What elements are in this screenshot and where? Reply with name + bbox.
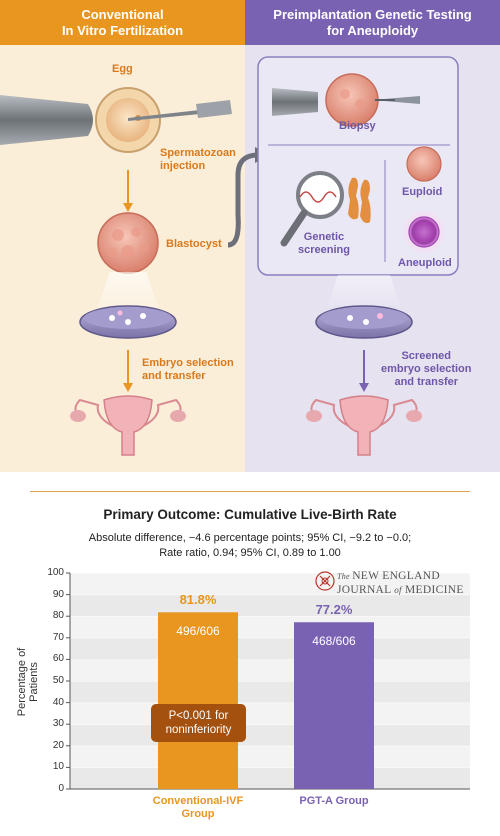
magnifying-glass-icon: [280, 171, 344, 247]
y-tick-label: 70: [52, 631, 64, 643]
chromosome-icon: [348, 177, 371, 224]
pgt-a-title: Preimplantation Genetic Testing for Aneu…: [245, 0, 500, 45]
flow-arrow-icon: [359, 350, 369, 392]
chart-subtitle-line-1: Absolute difference, −4.6 percentage poi…: [88, 532, 412, 544]
flow-arrow-icon: [123, 350, 133, 392]
y-axis-label: Percentage of Patients: [16, 647, 40, 717]
injection-label: Spermatozoan injection: [160, 147, 236, 172]
illustration-drawing: [0, 56, 459, 456]
grid-band: [70, 637, 470, 660]
screened-selection-label: Screened embryo selection and transfer: [381, 350, 472, 388]
conventional-ivf-title: Conventional In Vitro Fertilization: [0, 0, 245, 45]
injection-needle-icon: [128, 100, 232, 121]
pvalue-annotation: P<0.001 for noninferiority: [151, 704, 246, 742]
egg-label: Egg: [112, 63, 133, 75]
bar-fraction-label: 468/606: [312, 634, 356, 649]
embryo-selection-label: Embryo selection and transfer: [142, 357, 234, 382]
chart-subtitle-line-2: Rate ratio, 0.94; 95% CI, 0.89 to 1.00: [159, 547, 341, 559]
bar-value-label: 81.8%: [179, 592, 217, 608]
grid-band: [70, 745, 470, 768]
journal-seal-icon: [315, 571, 335, 591]
blastocyst-label: Blastocyst: [166, 238, 222, 250]
grid-band: [70, 724, 470, 746]
grid-band: [70, 659, 470, 681]
bar-value-label: 77.2%: [315, 602, 353, 618]
petri-dish-icon: [79, 305, 177, 339]
grid-band: [70, 681, 470, 703]
y-tick-label: 0: [58, 783, 64, 794]
uterus-icon: [306, 395, 422, 456]
grid-band: [70, 767, 470, 789]
y-tick-label: 100: [47, 567, 64, 578]
y-tick-label: 60: [52, 653, 64, 665]
genetic-screening-label: Genetic screening: [298, 231, 350, 256]
petri-dish-icon: [315, 305, 413, 339]
aneuploid-embryo-icon: [404, 212, 444, 252]
y-tick-label: 30: [52, 718, 64, 730]
y-tick-label: 80: [52, 610, 64, 622]
euploid-embryo-icon: [406, 146, 442, 182]
chart-title: Primary Outcome: Cumulative Live-Birth R…: [103, 507, 397, 522]
blastocyst-icon: [97, 212, 159, 274]
bar-conventional-ivf: [158, 612, 238, 789]
biopsy-icon: [272, 73, 420, 127]
euploid-label: Euploid: [402, 186, 443, 198]
aneuploid-label: Aneuploid: [398, 257, 452, 269]
journal-name-line-2: JOURNAL of MEDICINE: [337, 584, 464, 596]
holding-pipette-icon: [0, 95, 93, 145]
flow-arrow-icon: [123, 170, 133, 212]
bar-fraction-label: 496/606: [176, 624, 220, 639]
section-divider: [30, 491, 470, 492]
x-category-label: PGT-A Group: [299, 795, 369, 807]
biopsy-label: Biopsy: [339, 120, 376, 132]
grid-band: [70, 616, 470, 638]
uterus-icon: [70, 395, 186, 456]
y-tick-label: 50: [52, 675, 64, 686]
journal-logo: The NEW ENGLAND JOURNAL of MEDICINE: [315, 570, 495, 598]
x-category-label: Conventional-IVF Group: [152, 795, 244, 820]
y-tick-label: 20: [52, 739, 64, 751]
y-tick-label: 10: [52, 761, 64, 773]
grid-band: [70, 702, 470, 725]
journal-name-line-1: The NEW ENGLAND: [337, 570, 440, 582]
y-tick-label: 90: [52, 588, 64, 600]
y-tick-label: 40: [52, 696, 64, 708]
